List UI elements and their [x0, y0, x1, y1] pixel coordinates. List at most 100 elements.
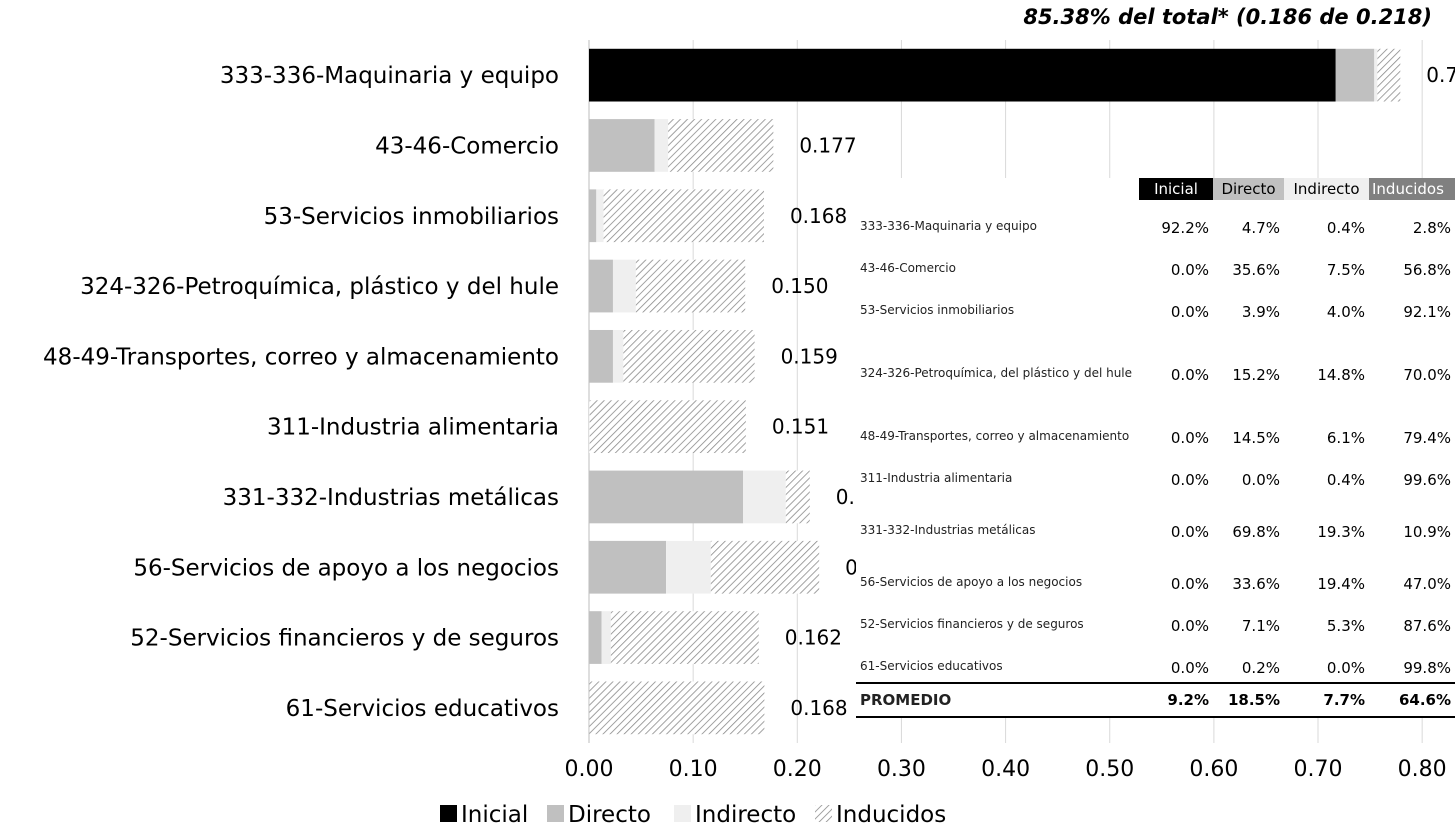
table-cell: 87.6%	[1403, 617, 1451, 635]
x-tick-label: 0.10	[669, 757, 718, 782]
table-average-label: PROMEDIO	[856, 682, 1139, 718]
bar-total-label: 0.168	[790, 204, 847, 228]
table-row: 43-46-Comercio 0.0% 35.6% 7.5% 56.8%	[856, 242, 1455, 284]
legend-swatch-indirecto	[674, 805, 691, 822]
table-row-name: 331-332-Industrias metálicas	[860, 523, 1036, 537]
bar-segment-directo	[589, 189, 597, 243]
bar-segment-directo	[1335, 48, 1375, 102]
bar-segment-indirecto	[596, 189, 604, 243]
table-row: 311-Industria alimentaria 0.0% 0.0% 0.4% 99.…	[856, 452, 1455, 494]
category-label: 52-Servicios financieros y de seguros	[130, 626, 559, 652]
x-tick-label: 0.20	[773, 757, 822, 782]
bar-segment-indirecto	[589, 400, 590, 454]
table-row-name: 61-Servicios educativos	[860, 659, 1003, 673]
bar-segment-inducidos	[623, 329, 755, 383]
category-label: 43-46-Comercio	[375, 133, 559, 159]
bar-segment-inicial	[589, 48, 1336, 102]
x-tick-label: 0.40	[981, 757, 1030, 782]
table-cell: 2.8%	[1412, 219, 1451, 237]
table-cell: 0.4%	[1326, 219, 1365, 237]
x-tick-label: 0.00	[565, 757, 614, 782]
category-label: 61-Servicios educativos	[286, 696, 559, 722]
table-cell: 19.3%	[1317, 523, 1365, 541]
bar-segment-indirecto	[612, 329, 624, 383]
bar-segment-inducidos	[710, 540, 820, 594]
table-cell: 47.0%	[1403, 575, 1451, 593]
x-axis-tick-labels: 0.00 0.10 0.20 0.30 0.40 0.50 0.60 0.70 0.80	[565, 757, 1447, 782]
table-cell: 15.2%	[1232, 366, 1280, 384]
table-header-inducidos: Inducidos	[1369, 178, 1455, 200]
bar-segment-inducidos	[589, 681, 765, 735]
bar-segment-directo	[589, 681, 590, 735]
table-average-cell: 18.5%	[1213, 682, 1284, 718]
table-row-name: 48-49-Transportes, correo y almacenamien…	[860, 429, 1130, 443]
table-cell: 0.0%	[1170, 303, 1209, 321]
table-cell: 0.0%	[1170, 261, 1209, 279]
table-header-indirecto: Indirecto	[1284, 178, 1369, 200]
table-row: 333-336-Maquinaria y equipo 92.2% 4.7% 0.4%…	[856, 200, 1455, 242]
table-row-name: 324-326-Petroquímica, del plástico y del…	[860, 366, 1133, 380]
table-cell: 99.8%	[1403, 659, 1451, 677]
table-row-name: 43-46-Comercio	[860, 261, 956, 275]
table-cell: 14.5%	[1232, 429, 1280, 447]
bars	[589, 48, 1401, 735]
bar-segment-inducidos	[1377, 48, 1401, 102]
table-header-row: Inicial Directo Indirecto Inducidos	[856, 178, 1455, 200]
table-row: 52-Servicios financieros y de seguros 0.0…	[856, 598, 1455, 640]
table-cell: 4.0%	[1326, 303, 1365, 321]
x-tick-label: 0.50	[1085, 757, 1134, 782]
table-cell: 14.8%	[1317, 366, 1365, 384]
x-tick-label: 0.70	[1294, 757, 1343, 782]
table-cell: 7.1%	[1241, 617, 1280, 635]
legend-swatch-inicial	[440, 805, 457, 822]
table-average-cell: 7.7%	[1284, 682, 1369, 718]
x-tick-label: 0.80	[1398, 757, 1447, 782]
chart-note: 85.38% del total* (0.186 de 0.218)	[1023, 5, 1432, 29]
table-row: 61-Servicios educativos 0.0% 0.2% 0.0% 99.8%	[856, 640, 1455, 683]
x-tick-label: 0.30	[877, 757, 926, 782]
bar-segment-directo	[589, 119, 655, 172]
bar-total-label: 0.162	[785, 626, 842, 650]
bar-segment-indirecto	[654, 119, 669, 172]
legend-label-directo: Directo	[568, 802, 651, 828]
bar-total-label: 0.150	[771, 274, 828, 298]
table-cell: 92.2%	[1161, 219, 1209, 237]
table-row-name: 56-Servicios de apoyo a los negocios	[860, 575, 1083, 589]
table-cell: 0.0%	[1170, 471, 1209, 489]
table-cell: 0.4%	[1326, 471, 1365, 489]
table-cell: 0.2%	[1241, 659, 1280, 677]
table-row-name: 333-336-Maquinaria y equipo	[860, 219, 1037, 233]
table-cell: 0.0%	[1170, 366, 1209, 384]
table-row-name: 53-Servicios inmobiliarios	[860, 303, 1015, 317]
table-cell: 5.3%	[1326, 617, 1365, 635]
bar-segment-directo	[589, 470, 744, 524]
table-cell: 3.9%	[1241, 303, 1280, 321]
table-header-directo: Directo	[1213, 178, 1284, 200]
legend: Inicial Directo Indirecto Inducidos	[440, 802, 946, 828]
legend-swatch-inducidos	[815, 805, 832, 822]
bar-total-label: 0.168	[790, 696, 847, 720]
table-row: 53-Servicios inmobiliarios 0.0% 3.9% 4.0% 92…	[856, 284, 1455, 326]
bar-total-label: 0.778	[1426, 63, 1455, 87]
table-row: 324-326-Petroquímica, del plástico y del…	[856, 326, 1455, 389]
table-cell: 79.4%	[1403, 429, 1451, 447]
bar-segment-directo	[589, 259, 613, 313]
bar-segment-indirecto	[666, 540, 711, 594]
category-labels: 333-336-Maquinaria y equipo 43-46-Comerci…	[43, 63, 559, 722]
bar-segment-inducidos	[603, 189, 764, 243]
table-cell: 19.4%	[1317, 575, 1365, 593]
table-average-row: PROMEDIO 9.2% 18.5% 7.7% 64.6%	[856, 682, 1455, 718]
table-cell: 0.0%	[1241, 471, 1280, 489]
bar-segment-inducidos	[635, 259, 746, 313]
table-header-inicial: Inicial	[1139, 178, 1213, 200]
bar-segment-directo	[589, 611, 602, 664]
table-cell: 0.0%	[1170, 659, 1209, 677]
table-cell: 70.0%	[1403, 366, 1451, 384]
category-label: 53-Servicios inmobiliarios	[264, 204, 559, 230]
table-header-blank	[856, 178, 1139, 200]
table-cell: 0.0%	[1326, 659, 1365, 677]
bar-segment-inducidos	[589, 400, 746, 454]
table-cell: 33.6%	[1232, 575, 1280, 593]
table-cell: 7.5%	[1326, 261, 1365, 279]
